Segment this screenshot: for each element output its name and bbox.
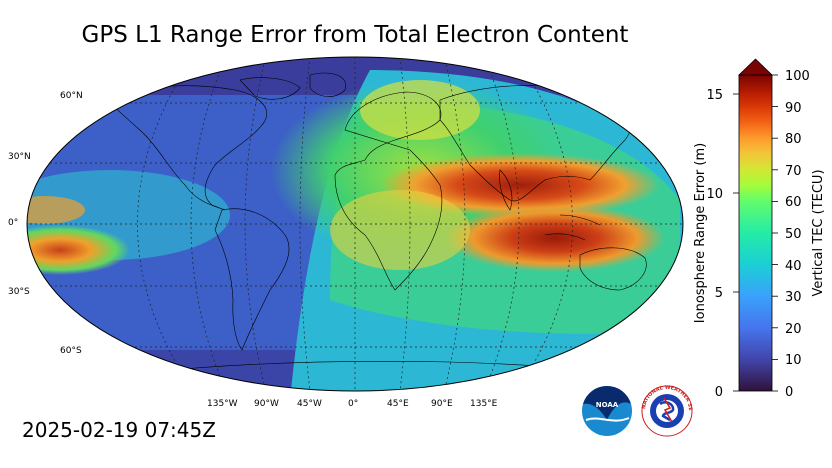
cb-right-tick-60: 60: [785, 195, 802, 210]
cb-right-tick-30: 30: [785, 290, 802, 305]
tec-field: [27, 57, 683, 391]
cb-left-tick-0: 0: [715, 385, 723, 400]
lon-label-0: 0°: [348, 399, 358, 409]
lat-label-30s: 30°S: [8, 287, 30, 297]
lon-label-135e: 135°E: [470, 399, 498, 409]
lon-label-135w: 135°W: [207, 399, 238, 409]
cb-right-tick-70: 70: [785, 164, 802, 179]
cb-right-tick-50: 50: [785, 227, 802, 242]
cb-right-tick-40: 40: [785, 259, 802, 274]
lat-label-60s: 60°S: [60, 346, 82, 356]
cb-right-tick-10: 10: [785, 353, 802, 368]
cb-left-tick-5: 5: [715, 286, 723, 301]
cb-left-tick-10: 10: [706, 187, 723, 202]
noaa-logo-text: NOAA: [596, 401, 619, 409]
lat-label-0: 0°: [8, 218, 18, 228]
lon-label-45e: 45°E: [387, 399, 409, 409]
cb-left-tick-15: 15: [706, 88, 723, 103]
cb-right-tick-90: 90: [785, 101, 802, 116]
cb-right-tick-20: 20: [785, 322, 802, 337]
lat-label-30n: 30°N: [8, 152, 31, 162]
cb-right-tick-100: 100: [785, 69, 810, 84]
colorbar-extend-arrow: [738, 58, 773, 76]
noaa-logo: NOAA: [582, 386, 632, 436]
colorbar: 0 5 10 15 0 10 20 30 40 50 60 70 80 90 1…: [693, 58, 826, 400]
lon-label-45w: 45°W: [297, 399, 322, 409]
cb-right-tick-80: 80: [785, 132, 802, 147]
map-title: GPS L1 Range Error from Total Electron C…: [81, 22, 629, 48]
cb-right-axis-label: Vertical TEC (TECU): [811, 169, 826, 296]
lat-label-60n: 60°N: [60, 91, 83, 101]
cb-left-axis-label: Ionosphere Range Error (m): [693, 143, 708, 323]
lon-label-90w: 90°W: [254, 399, 279, 409]
lon-label-90e: 90°E: [431, 399, 453, 409]
cb-right-tick-0: 0: [785, 385, 793, 400]
map-timestamp: 2025-02-19 07:45Z: [22, 418, 216, 442]
